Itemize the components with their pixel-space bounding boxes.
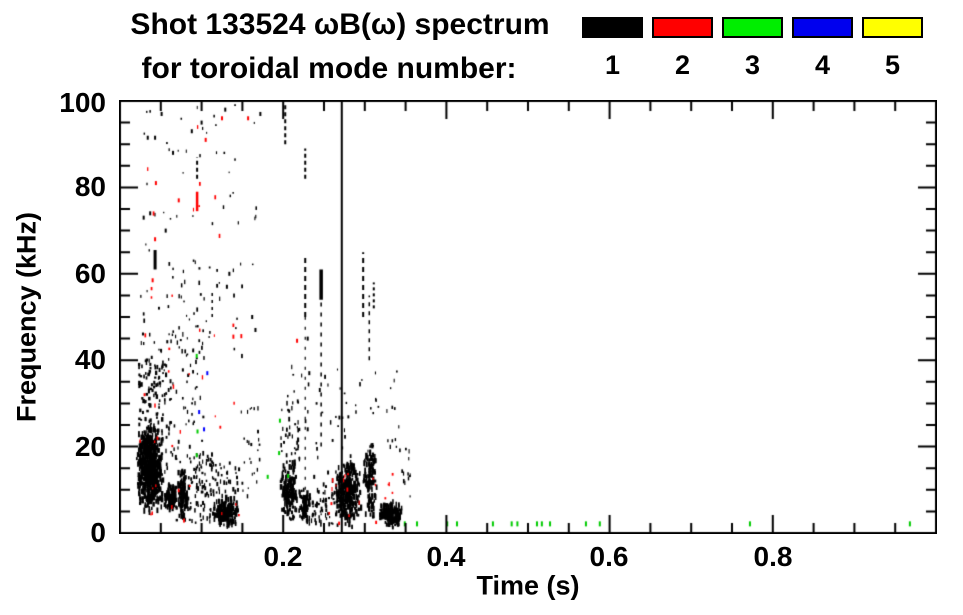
x-tick-label: 0.6 (589, 541, 629, 572)
x-tick-label: 0.4 (426, 541, 466, 572)
y-tick-label: 80 (74, 171, 106, 202)
x-tick-label: 0.2 (263, 541, 303, 572)
y-tick-label: 40 (74, 344, 106, 375)
plot-title-line1: Shot 133524 ωB(ω) spectrum (130, 8, 550, 41)
legend-label-mode-4: 4 (814, 50, 831, 80)
x-tick-label: 0.8 (753, 541, 793, 572)
legend-swatch-mode-3 (722, 17, 783, 38)
y-tick-label: 60 (74, 258, 106, 289)
legend-mode-numbers: 1 2 3 4 5 (582, 52, 923, 79)
legend (582, 17, 923, 38)
legend-label-mode-5: 5 (884, 50, 901, 80)
legend-swatch-mode-2 (652, 17, 713, 38)
legend-label-mode-1: 1 (604, 50, 621, 80)
legend-swatch-mode-4 (792, 17, 853, 38)
y-tick-label: 20 (74, 431, 106, 462)
legend-label-mode-2: 2 (674, 50, 691, 80)
y-tick-label: 0 (90, 517, 106, 548)
y-axis-label: Frequency (kHz) (11, 211, 42, 423)
legend-swatch-mode-1 (582, 17, 643, 38)
spectrum-canvas (119, 100, 937, 534)
y-tick-label: 100 (59, 87, 106, 118)
x-axis-label: Time (s) (476, 570, 580, 601)
legend-swatch-mode-5 (862, 17, 923, 38)
plot-title-line2: for toroidal mode number: (141, 52, 517, 85)
legend-label-mode-3: 3 (744, 50, 761, 80)
